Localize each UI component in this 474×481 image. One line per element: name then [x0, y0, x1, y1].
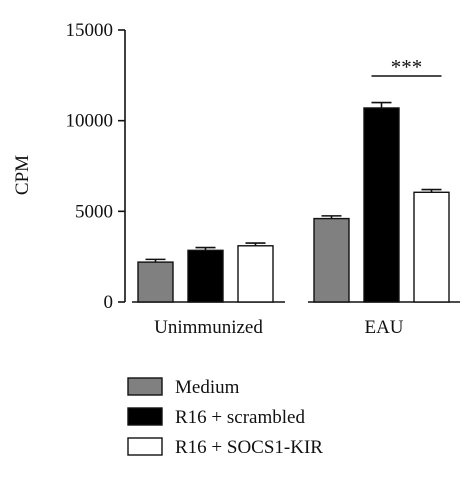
bar [137, 261, 174, 303]
legend-swatch [127, 407, 163, 426]
legend-swatch [127, 377, 163, 396]
legend: Medium R16 + scrambled R16 + SOCS1-KIR [127, 377, 323, 458]
significance-label: *** [391, 55, 423, 79]
y-tick-label: 0 [104, 292, 114, 313]
y-axis-label: CPM [12, 155, 33, 195]
bar [237, 245, 274, 303]
legend-swatch [127, 437, 163, 456]
x-tick-label: Unimmunized [154, 317, 263, 338]
bars [137, 101, 450, 303]
legend-label: R16 + scrambled [175, 407, 305, 428]
bar [363, 107, 400, 303]
x-ticks: Unimmunized EAU [154, 317, 404, 338]
bar [313, 217, 350, 303]
bar [187, 249, 224, 303]
y-tick-label: 15000 [66, 20, 114, 41]
y-ticks: 0 5000 10000 15000 [66, 20, 125, 313]
legend-label: Medium [175, 377, 240, 398]
y-tick-label: 10000 [66, 111, 114, 132]
axes: CPM 0 5000 10000 15000 Unimmunized EAU [12, 20, 460, 338]
significance-annotation: *** [371, 55, 442, 79]
bar [413, 191, 450, 303]
legend-label: R16 + SOCS1-KIR [175, 437, 323, 458]
x-tick-label: EAU [364, 317, 403, 338]
y-tick-label: 5000 [75, 201, 113, 222]
